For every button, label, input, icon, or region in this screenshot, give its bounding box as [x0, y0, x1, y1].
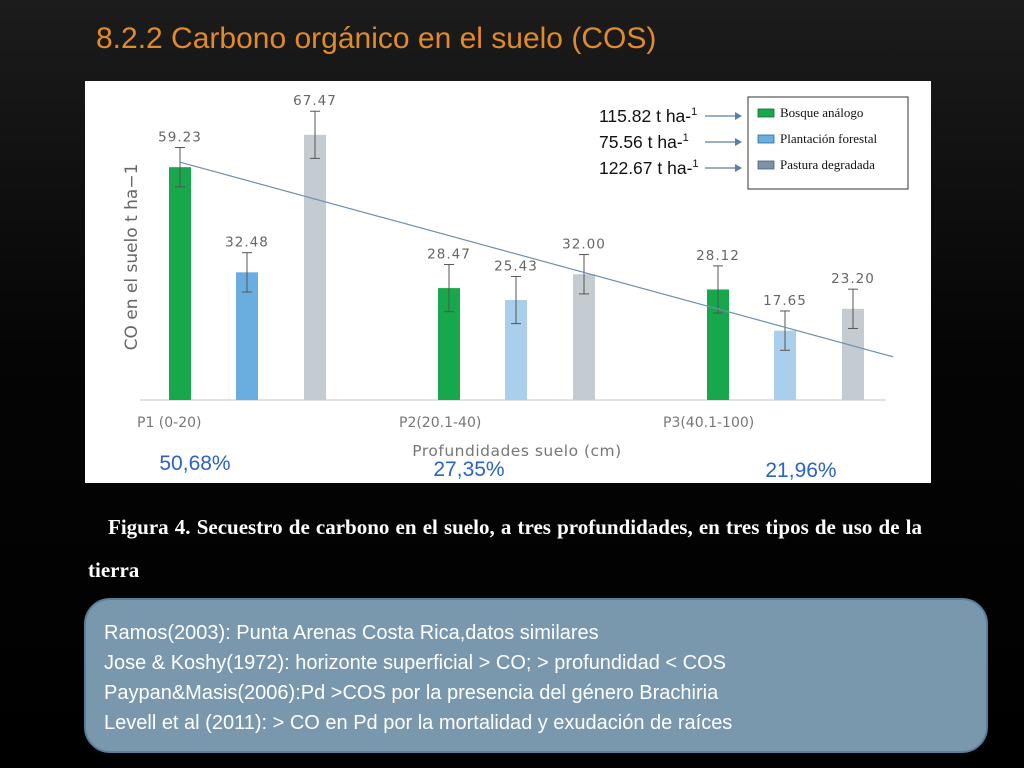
error-bar	[780, 310, 790, 351]
total-value: 115.82 t ha-1	[599, 106, 697, 126]
bar-bosque-1	[169, 167, 191, 400]
data-label: 28.47	[427, 247, 471, 263]
data-label: 59.23	[158, 130, 202, 146]
reference-line: Levell et al (2011): > CO en Pd por la m…	[104, 712, 733, 734]
bar-plantacion-3	[774, 330, 796, 400]
references-box: Ramos(2003): Punta Arenas Costa Rica,dat…	[84, 598, 988, 753]
arrow-head-icon	[735, 164, 742, 172]
bar-pastura-3	[842, 308, 864, 400]
legend-label: Pastura degradada	[780, 157, 875, 172]
error-bar	[242, 252, 252, 293]
total-unit-exponent: 1	[683, 132, 689, 144]
reference-line: Jose & Koshy(1972): horizonte superficia…	[104, 652, 727, 674]
trend-line	[179, 161, 894, 358]
bar-pastura-2	[573, 274, 595, 400]
data-label: 67.47	[293, 93, 337, 109]
error-bar	[175, 147, 185, 188]
bar-bosque-2	[438, 288, 460, 400]
percent-label: 27,35%	[433, 458, 504, 481]
data-label: 32.00	[562, 237, 606, 253]
total-value: 122.67 t ha-1	[599, 158, 699, 178]
percent-label: 50,68%	[159, 452, 230, 475]
legend-label: Plantación forestal	[780, 131, 877, 146]
error-bar	[848, 288, 858, 329]
arrow-head-icon	[735, 138, 742, 146]
bar-pastura-1	[304, 134, 326, 400]
total-unit-exponent: 1	[691, 106, 697, 118]
bar-plantacion-1	[236, 272, 258, 400]
totals-annotations: 115.82 t ha-1 75.56 t ha-1 122.67 t ha-1	[599, 106, 742, 178]
legend-label: Bosque análogo	[780, 105, 863, 120]
percent-label: 21,96%	[765, 459, 836, 482]
error-bar	[444, 264, 454, 313]
total-value: 75.56 t ha-1	[599, 132, 689, 152]
bar-chart: CO en el suelo t ha−1 Profundidades suel…	[122, 93, 909, 482]
chart-legend: Bosque análogo Plantación forestal Pastura…	[747, 96, 909, 190]
data-label: 23.20	[831, 271, 875, 287]
error-bar	[713, 265, 723, 314]
data-label: 25.43	[494, 258, 538, 274]
chart-figure: CO en el suelo t ha−1 Profundidades suel…	[85, 81, 931, 483]
category-label: P2(20.1-40)	[399, 415, 481, 431]
data-label: 28.12	[696, 248, 740, 264]
category-label: P3(40.1-100)	[663, 415, 754, 431]
error-bar	[310, 110, 320, 159]
data-label: 32.48	[225, 235, 269, 251]
legend-frame	[747, 96, 909, 190]
legend-swatch-pastura	[757, 160, 775, 170]
legend-swatch-bosque	[757, 108, 775, 118]
total-unit-exponent: 1	[692, 158, 698, 170]
x-axis-label: Profundidades suelo (cm)	[412, 442, 621, 460]
reference-line: Paypan&Masis(2006):Pd >COS por la presen…	[104, 682, 719, 704]
arrow-head-icon	[735, 112, 742, 120]
figure-caption: Figura 4. Secuestro de carbono en el sue…	[88, 515, 922, 582]
slide-title: 8.2.2 Carbono orgánico en el suelo (COS)	[96, 22, 657, 55]
bar-bosque-3	[707, 289, 729, 400]
category-label: P1 (0-20)	[137, 415, 202, 431]
y-axis-label: CO en el suelo t ha−1	[122, 164, 142, 351]
reference-line: Ramos(2003): Punta Arenas Costa Rica,dat…	[104, 622, 599, 644]
data-label: 17.65	[763, 293, 807, 309]
error-bar	[511, 275, 521, 325]
legend-swatch-plantacion	[757, 134, 775, 144]
bar-plantacion-2	[505, 300, 527, 400]
error-bar	[579, 254, 589, 295]
